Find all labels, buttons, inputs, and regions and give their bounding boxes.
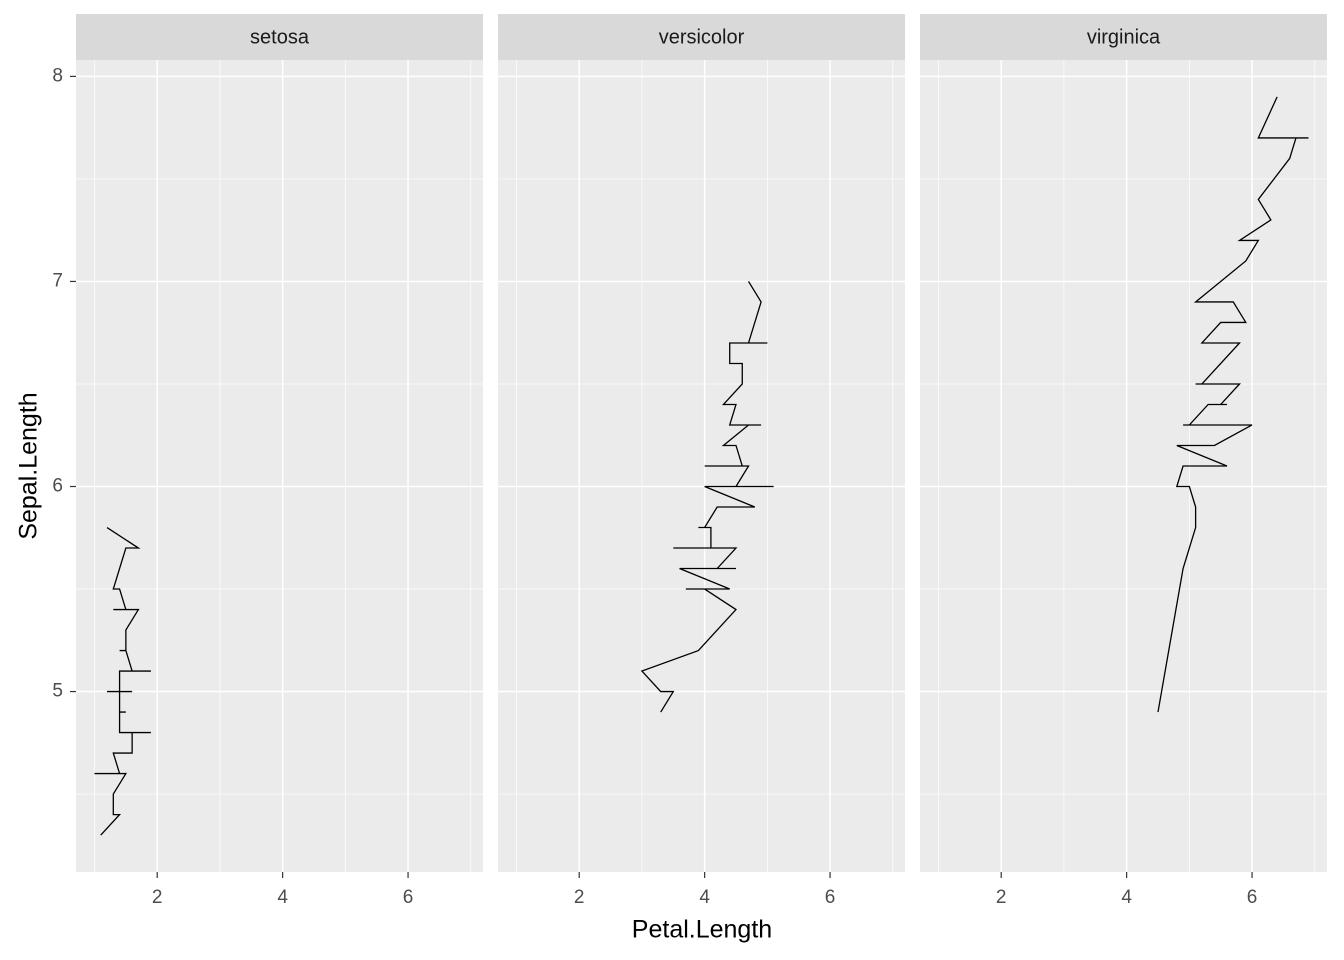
- strip-label: virginica: [1087, 26, 1161, 48]
- panel-background: [498, 60, 905, 872]
- data-line: [94, 526, 151, 836]
- x-tick-label: 4: [699, 887, 710, 908]
- strip-background: [920, 14, 1327, 60]
- data-line: [640, 281, 774, 713]
- panel-background: [920, 60, 1327, 872]
- x-tick-label: 4: [277, 887, 288, 908]
- x-tick-label: 6: [403, 887, 414, 908]
- x-axis-title: Petal.Length: [632, 916, 772, 944]
- x-tick-label: 4: [1121, 887, 1132, 908]
- x-tick-label: 2: [574, 887, 585, 908]
- strip-label: versicolor: [659, 26, 745, 48]
- y-tick-label: 8: [52, 65, 63, 86]
- strip-background: [498, 14, 905, 60]
- y-tick-label: 7: [52, 270, 63, 291]
- y-tick-label: 5: [52, 681, 63, 702]
- x-tick-label: 2: [996, 887, 1007, 908]
- strip-label: setosa: [250, 26, 310, 48]
- strip-background: [76, 14, 483, 60]
- data-line: [1157, 96, 1309, 713]
- panel-background: [76, 60, 483, 872]
- y-tick-label: 6: [52, 476, 63, 497]
- y-axis-title: Sepal.Length: [15, 392, 43, 539]
- x-tick-label: 6: [1247, 887, 1258, 908]
- x-tick-label: 2: [152, 887, 163, 908]
- x-tick-label: 6: [825, 887, 836, 908]
